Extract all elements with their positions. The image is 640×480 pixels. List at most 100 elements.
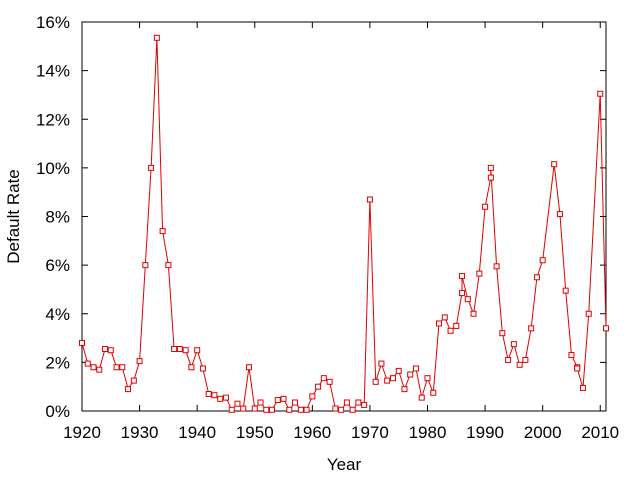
data-point	[102, 346, 109, 353]
data-point	[263, 406, 270, 413]
data-point	[574, 365, 581, 372]
data-point	[130, 377, 137, 384]
data-point	[90, 364, 97, 371]
data-point	[286, 406, 293, 413]
data-point	[182, 347, 189, 354]
y-axis-label: Default Rate	[4, 169, 23, 264]
x-tick-label: 1980	[409, 423, 447, 442]
y-tick-label: 16%	[36, 13, 70, 32]
data-point	[401, 386, 408, 393]
data-point	[165, 262, 172, 269]
data-point	[292, 399, 299, 406]
data-point	[436, 320, 443, 327]
data-point	[303, 406, 310, 413]
data-point	[459, 290, 466, 297]
data-point	[533, 274, 540, 281]
data-point	[430, 389, 437, 396]
x-tick-label: 1950	[236, 423, 274, 442]
data-point	[487, 174, 494, 181]
y-tick-label: 0%	[45, 402, 70, 421]
data-point	[125, 386, 132, 393]
data-point	[222, 394, 229, 401]
data-point	[96, 366, 103, 373]
data-point	[136, 358, 143, 365]
data-point	[384, 377, 391, 384]
data-point	[493, 263, 500, 270]
data-point	[113, 364, 120, 371]
data-point	[551, 161, 558, 168]
data-point	[447, 327, 454, 334]
data-point	[217, 395, 224, 402]
x-tick-label: 1920	[63, 423, 101, 442]
data-point	[148, 164, 155, 171]
data-point	[211, 392, 218, 399]
data-point	[568, 352, 575, 359]
data-point	[280, 395, 287, 402]
y-tick-label: 2%	[45, 353, 70, 372]
data-point	[188, 364, 195, 371]
y-tick-label: 14%	[36, 62, 70, 81]
data-point	[269, 406, 276, 413]
y-tick-label: 8%	[45, 208, 70, 227]
x-axis-label: Year	[327, 455, 362, 474]
data-point	[603, 325, 609, 332]
data-point	[378, 360, 385, 367]
y-tick-label: 12%	[36, 110, 70, 129]
data-point	[499, 330, 506, 337]
y-tick-label: 6%	[45, 256, 70, 275]
data-point	[274, 397, 281, 404]
data-point	[424, 375, 431, 382]
data-point	[142, 262, 149, 269]
data-point	[84, 360, 91, 367]
x-tick-label: 1940	[178, 423, 216, 442]
data-point	[585, 310, 592, 317]
data-point	[522, 356, 529, 363]
data-point	[343, 399, 350, 406]
data-point	[326, 378, 333, 385]
data-point	[245, 364, 252, 371]
data-point	[487, 164, 494, 171]
data-point	[205, 390, 212, 397]
data-point	[159, 228, 166, 235]
data-point	[349, 406, 356, 413]
data-point	[459, 273, 466, 280]
x-tick-label: 1970	[351, 423, 389, 442]
data-point	[338, 406, 345, 413]
data-point	[309, 393, 316, 400]
data-point	[194, 347, 201, 354]
data-point	[251, 405, 258, 412]
data-point	[176, 346, 183, 353]
data-point	[171, 346, 178, 353]
data-point	[366, 196, 373, 203]
x-tick-label: 2000	[524, 423, 562, 442]
y-tick-label: 10%	[36, 159, 70, 178]
x-tick-label: 1990	[466, 423, 504, 442]
data-point	[597, 90, 604, 97]
default-rate-line	[81, 37, 607, 411]
data-point	[234, 400, 241, 407]
x-tick-label: 1930	[121, 423, 159, 442]
data-point	[453, 322, 460, 329]
plot-area-frame	[81, 21, 607, 412]
data-point	[199, 365, 206, 372]
data-point	[412, 365, 419, 372]
data-point	[315, 383, 322, 390]
data-point	[556, 211, 563, 218]
data-point	[355, 399, 362, 406]
data-point	[482, 203, 489, 210]
data-point	[240, 405, 247, 412]
data-point	[332, 405, 339, 412]
data-point	[528, 325, 535, 332]
data-point	[320, 375, 327, 382]
data-point	[505, 356, 512, 363]
data-point	[562, 287, 569, 294]
data-point	[395, 367, 402, 374]
x-tick-label: 2010	[581, 423, 619, 442]
x-tick-label: 1960	[293, 423, 331, 442]
data-point	[516, 361, 523, 368]
data-point	[372, 378, 379, 385]
data-point	[228, 406, 235, 413]
data-point	[476, 270, 483, 277]
data-point	[153, 34, 160, 41]
